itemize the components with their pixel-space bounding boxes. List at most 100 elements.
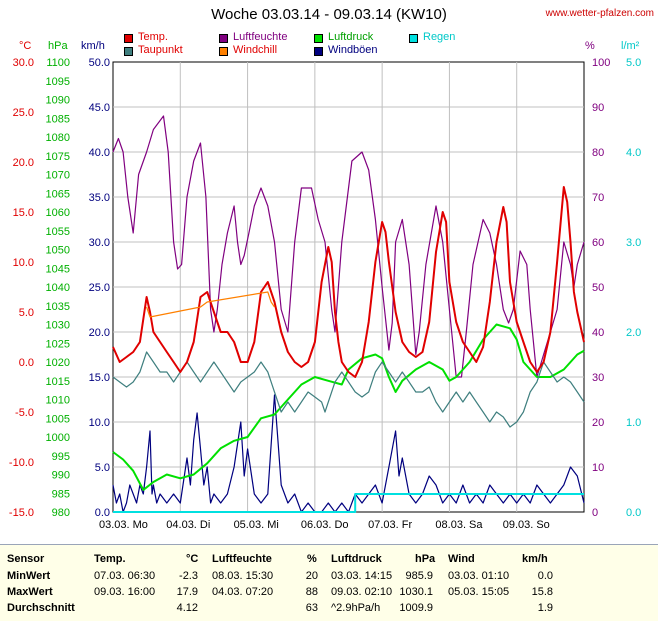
pressure-tick-label: 1095 (46, 76, 70, 88)
legend-label-temp: Temp. (138, 31, 168, 43)
wind-tick-label: 35.0 (89, 192, 110, 204)
temp-tick-label: 30.0 (13, 57, 34, 69)
x-tick-label: 09.03. So (503, 519, 550, 531)
pressure-tick-label: 1005 (46, 413, 70, 425)
wind-tick-label: 25.0 (89, 282, 110, 294)
stats-row-label: MaxWert (7, 586, 53, 598)
legend-label-windchill: Windchill (233, 44, 278, 56)
x-tick-label: 05.03. Mi (234, 519, 279, 531)
humidity-tick-label: 0 (592, 507, 598, 519)
series-line-windchill (146, 291, 275, 318)
rain-axis-unit: l/m² (621, 40, 640, 52)
stats-cell: 05.03. 15:05 (448, 586, 510, 598)
stats-cell: 03.03. 01:10 (448, 570, 510, 582)
stats-cell: 08.03. 15:30 (212, 570, 274, 582)
stats-cell: 07.03. 06:30 (94, 570, 156, 582)
rain-tick-label: 4.0 (626, 147, 641, 159)
humidity-tick-label: 90 (592, 102, 604, 114)
stats-cell: 0.0 (537, 570, 553, 582)
legend-label-luftfeuchte: Luftfeuchte (233, 31, 288, 43)
rain-tick-label: 5.0 (626, 57, 641, 69)
chart-title: Woche 03.03.14 - 09.03.14 (KW10) (211, 6, 447, 23)
stats-header-hum-unit: % (307, 553, 317, 565)
pressure-tick-label: 1010 (46, 395, 70, 407)
pressure-tick-label: 1050 (46, 245, 70, 257)
x-tick-label: 04.03. Di (166, 519, 210, 531)
wind-tick-label: 15.0 (89, 372, 110, 384)
legend-swatch-windboeen (314, 47, 323, 56)
stats-header-hum: Luftfeuchte (212, 553, 272, 565)
legend-swatch-temp (124, 34, 133, 43)
stats-cell: ^2.9hPa/h (331, 602, 381, 614)
legend-label-regen: Regen (423, 31, 456, 43)
stats-cell: 17.9 (176, 586, 198, 598)
temp-tick-label: -5.0 (15, 407, 34, 419)
humidity-tick-label: 60 (592, 237, 604, 249)
pressure-tick-label: 1075 (46, 151, 70, 163)
pressure-tick-label: 1090 (46, 95, 70, 107)
temp-axis-unit: °C (19, 40, 32, 52)
legend-label-windboeen: Windböen (328, 44, 378, 56)
stats-cell: -2.3 (179, 570, 198, 582)
legend-label-luftdruck: Luftdruck (328, 31, 374, 43)
x-tick-label: 06.03. Do (301, 519, 349, 531)
legend-swatch-windchill (219, 47, 228, 56)
temp-tick-label: 25.0 (13, 107, 34, 119)
humidity-tick-label: 100 (592, 57, 610, 69)
axis-tick-labels: 03.03. Mo 04.03. Di 05.03. Mi 06.03. Do 07.0… (9, 57, 641, 531)
pressure-tick-label: 1025 (46, 338, 70, 350)
wind-tick-label: 50.0 (89, 57, 110, 69)
pressure-tick-label: 1065 (46, 188, 70, 200)
stats-cell: 03.03. 14:15 (331, 570, 393, 582)
series-line-taupunkt (112, 351, 585, 428)
x-tick-label: 07.03. Fr (368, 519, 412, 531)
humidity-tick-label: 80 (592, 147, 604, 159)
temp-tick-label: 0.0 (19, 357, 34, 369)
stats-header-sensor: Sensor (7, 553, 45, 565)
stats-cell: 20 (305, 570, 318, 582)
pressure-tick-label: 1035 (46, 301, 70, 313)
stats-cell: 985.9 (405, 570, 433, 582)
pressure-tick-label: 1000 (46, 432, 70, 444)
pressure-tick-label: 1020 (46, 357, 70, 369)
stats-cell: 15.8 (531, 586, 553, 598)
humidity-tick-label: 50 (592, 282, 604, 294)
rain-tick-label: 3.0 (626, 237, 641, 249)
pressure-tick-label: 985 (52, 488, 70, 500)
stats-row-label: MinWert (7, 570, 51, 582)
pressure-tick-label: 1045 (46, 263, 70, 275)
x-tick-label: 03.03. Mo (99, 519, 148, 531)
pressure-tick-label: 1070 (46, 170, 70, 182)
humidity-tick-label: 30 (592, 372, 604, 384)
wind-axis-unit: km/h (81, 40, 105, 52)
stats-header-wind-unit: km/h (522, 553, 548, 565)
pressure-tick-label: 990 (52, 470, 70, 482)
pressure-tick-label: 1060 (46, 207, 70, 219)
pressure-axis-unit: hPa (48, 40, 68, 52)
stats-cell: 09.03. 02:10 (331, 586, 393, 598)
pressure-tick-label: 1055 (46, 226, 70, 238)
pressure-tick-label: 1080 (46, 132, 70, 144)
wind-tick-label: 10.0 (89, 417, 110, 429)
pressure-tick-label: 1040 (46, 282, 70, 294)
stats-cell: 4.12 (176, 602, 198, 614)
wind-tick-label: 20.0 (89, 327, 110, 339)
temp-tick-label: 20.0 (13, 157, 34, 169)
humidity-tick-label: 70 (592, 192, 604, 204)
stats-header-press-unit: hPa (415, 553, 436, 565)
source-link[interactable]: www.wetter-pfalzen.com (545, 8, 654, 19)
humidity-tick-label: 40 (592, 327, 604, 339)
pressure-tick-label: 1100 (46, 57, 70, 69)
stats-header-temp: Temp. (94, 553, 126, 565)
humidity-tick-label: 20 (592, 417, 604, 429)
rain-tick-label: 2.0 (626, 327, 641, 339)
stats-cell: 88 (305, 586, 318, 598)
wind-tick-label: 5.0 (95, 462, 110, 474)
humidity-tick-label: 10 (592, 462, 604, 474)
stats-cell: 1009.9 (399, 602, 433, 614)
legend-swatch-regen (409, 34, 418, 43)
wind-tick-label: 40.0 (89, 147, 110, 159)
temp-tick-label: 10.0 (13, 257, 34, 269)
stats-table: Sensor Temp. °C Luftfeuchte % Luftdruck … (0, 544, 658, 621)
series-line-regen (113, 493, 584, 513)
